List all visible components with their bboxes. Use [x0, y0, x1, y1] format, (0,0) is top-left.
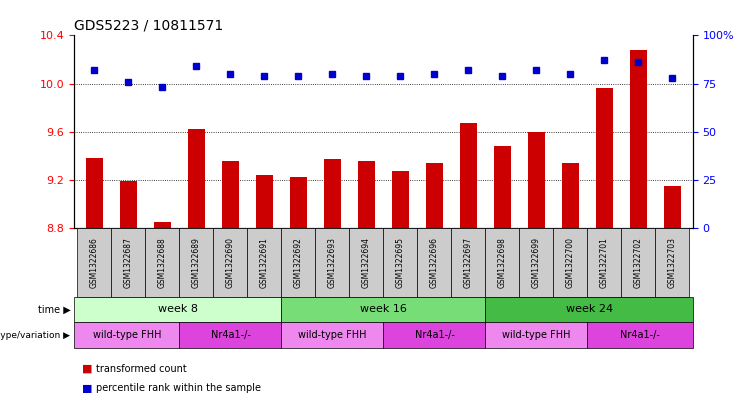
Text: GSM1322703: GSM1322703 [668, 237, 677, 288]
Text: ■: ■ [82, 383, 96, 393]
Bar [154, 222, 171, 228]
Text: GDS5223 / 10811571: GDS5223 / 10811571 [74, 19, 223, 33]
Text: transformed count: transformed count [96, 364, 187, 373]
Text: wild-type FHH: wild-type FHH [93, 330, 161, 340]
Bar [426, 163, 443, 228]
Text: GSM1322699: GSM1322699 [532, 237, 541, 288]
Text: GSM1322686: GSM1322686 [90, 237, 99, 288]
Bar [562, 163, 579, 228]
Text: GSM1322695: GSM1322695 [396, 237, 405, 288]
Bar [392, 171, 409, 228]
Bar [528, 132, 545, 228]
Bar [120, 181, 137, 228]
Bar [290, 177, 307, 228]
Text: ■: ■ [82, 364, 96, 373]
Bar [630, 50, 647, 228]
Text: GSM1322688: GSM1322688 [158, 237, 167, 288]
Text: GSM1322691: GSM1322691 [260, 237, 269, 288]
Bar [188, 129, 205, 228]
Text: GSM1322689: GSM1322689 [192, 237, 201, 288]
Text: week 8: week 8 [158, 305, 198, 314]
Bar [358, 161, 375, 228]
Text: GSM1322694: GSM1322694 [362, 237, 371, 288]
Text: Nr4a1-/-: Nr4a1-/- [620, 330, 660, 340]
Text: Nr4a1-/-: Nr4a1-/- [414, 330, 454, 340]
Text: GSM1322696: GSM1322696 [430, 237, 439, 288]
Bar [596, 88, 613, 228]
Text: GSM1322693: GSM1322693 [328, 237, 337, 288]
Text: GSM1322692: GSM1322692 [294, 237, 303, 288]
Bar [86, 158, 103, 228]
Text: GSM1322701: GSM1322701 [600, 237, 609, 288]
Text: week 16: week 16 [360, 305, 407, 314]
Text: time ▶: time ▶ [38, 305, 70, 314]
Text: Nr4a1-/-: Nr4a1-/- [210, 330, 250, 340]
Bar [222, 161, 239, 228]
Text: percentile rank within the sample: percentile rank within the sample [96, 383, 262, 393]
Text: GSM1322697: GSM1322697 [464, 237, 473, 288]
Bar [256, 175, 273, 228]
Text: GSM1322687: GSM1322687 [124, 237, 133, 288]
Text: GSM1322698: GSM1322698 [498, 237, 507, 288]
Text: wild-type FHH: wild-type FHH [298, 330, 367, 340]
Text: wild-type FHH: wild-type FHH [502, 330, 571, 340]
Bar [494, 146, 511, 228]
Bar [460, 123, 477, 228]
Bar [664, 186, 681, 228]
Text: genotype/variation ▶: genotype/variation ▶ [0, 331, 70, 340]
Bar [324, 159, 341, 228]
Text: GSM1322700: GSM1322700 [566, 237, 575, 288]
Text: GSM1322690: GSM1322690 [226, 237, 235, 288]
Text: week 24: week 24 [565, 305, 613, 314]
Text: GSM1322702: GSM1322702 [634, 237, 643, 288]
